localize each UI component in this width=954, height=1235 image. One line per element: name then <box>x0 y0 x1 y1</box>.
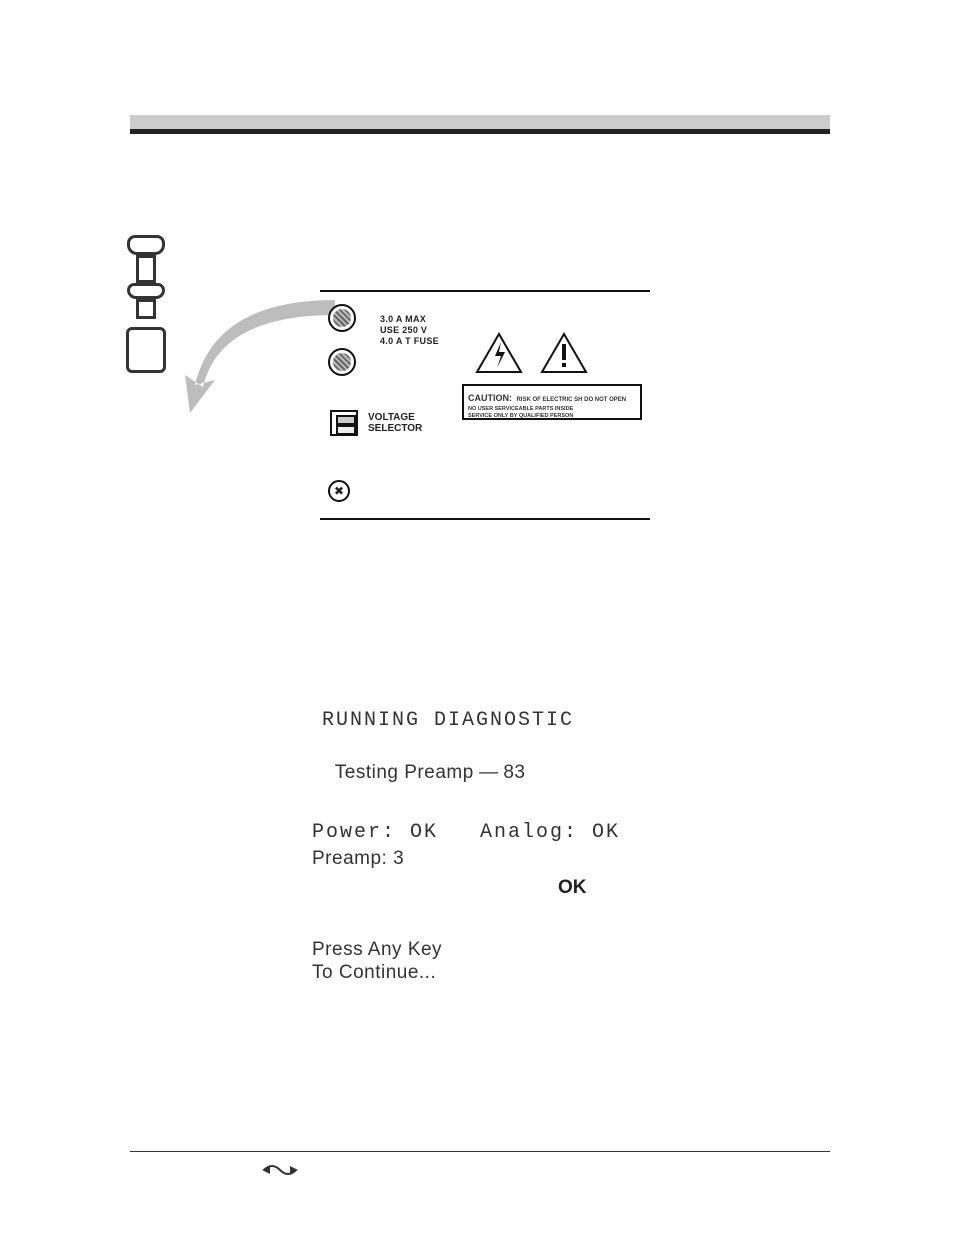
figure-area: 3.0 A MAX USE 250 V 4.0 A T FUSE VOLTAGE… <box>125 235 655 525</box>
caution-subtitle: RISK OF ELECTRIC SH DO NOT OPEN <box>516 397 626 403</box>
caution-line1: CAUTION: RISK OF ELECTRIC SH DO NOT OPEN <box>468 388 636 406</box>
page: 3.0 A MAX USE 250 V 4.0 A T FUSE VOLTAGE… <box>0 0 954 1235</box>
caution-box: CAUTION: RISK OF ELECTRIC SH DO NOT OPEN… <box>462 384 642 420</box>
top-black-rule <box>130 129 830 134</box>
voltage-selector-label: VOLTAGE SELECTOR <box>368 412 422 434</box>
diag2-value: 83 <box>503 762 525 783</box>
voltage-selector-icon <box>330 410 358 436</box>
footer-logo-icon <box>260 1160 300 1178</box>
diagnostic-line-2: Testing Preamp — 83 <box>312 734 526 812</box>
preamp-line: Preamp: 3 <box>312 846 404 872</box>
fuse-rating-label: 3.0 A MAX USE 250 V 4.0 A T FUSE <box>380 314 439 347</box>
ok-bold-label: OK <box>558 877 587 899</box>
caution-title: CAUTION: <box>468 393 512 403</box>
top-grey-bar <box>130 115 830 129</box>
fuse-base-icon <box>126 327 166 373</box>
caution-triangle-icon <box>540 332 588 374</box>
fuse-holder-2-icon <box>328 348 356 376</box>
press-any-key-line-2: To Continue... <box>312 960 436 986</box>
caution-body: NO USER SERVICEABLE PARTS INSIDE SERVICE… <box>468 406 636 420</box>
fuse-cap-icon <box>127 235 165 255</box>
fuse-holders <box>328 304 356 392</box>
fuse-body-icon <box>136 255 156 283</box>
status-line: Power: OK Analog: OK <box>312 820 620 846</box>
diag2-dash: — <box>474 762 504 783</box>
diag2-prefix: Testing Preamp <box>335 762 474 783</box>
diagnostic-line-1: RUNNING DIAGNOSTIC <box>322 708 574 734</box>
ground-screw-icon <box>328 480 350 502</box>
fuse-collar-icon <box>127 283 165 299</box>
shock-warning-triangle-icon <box>475 332 523 374</box>
rear-panel: 3.0 A MAX USE 250 V 4.0 A T FUSE VOLTAGE… <box>320 290 650 520</box>
fuse-holder-1-icon <box>328 304 356 332</box>
fuse-body2-icon <box>136 299 156 319</box>
bottom-rule <box>130 1151 830 1152</box>
